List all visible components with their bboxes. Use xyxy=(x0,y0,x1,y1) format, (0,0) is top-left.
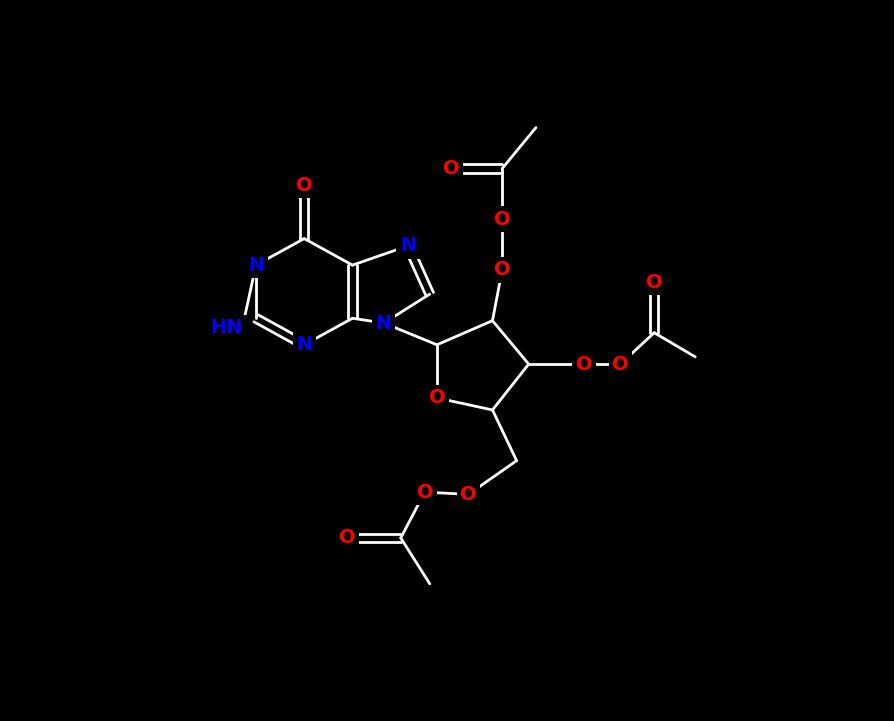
Text: O: O xyxy=(575,355,592,373)
Text: O: O xyxy=(416,482,433,502)
Text: O: O xyxy=(493,210,510,229)
Text: O: O xyxy=(460,485,477,504)
Text: O: O xyxy=(339,528,356,547)
Text: N: N xyxy=(248,256,264,275)
Text: O: O xyxy=(296,176,312,195)
Text: O: O xyxy=(611,355,628,373)
Text: O: O xyxy=(493,260,510,280)
Text: N: N xyxy=(296,335,312,354)
Text: O: O xyxy=(645,273,662,291)
Text: O: O xyxy=(443,159,460,178)
Text: O: O xyxy=(428,389,445,407)
Text: N: N xyxy=(375,314,392,332)
Text: HN: HN xyxy=(210,319,243,337)
Text: N: N xyxy=(400,236,416,255)
